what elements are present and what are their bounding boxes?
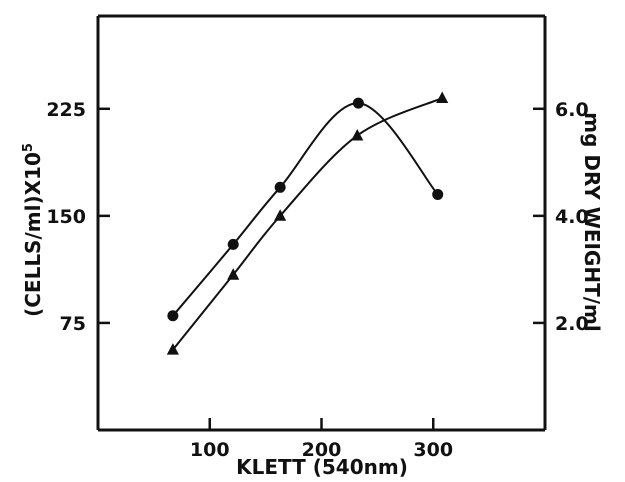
series-0-point-3 — [352, 97, 364, 109]
series-1-point-1 — [227, 268, 240, 280]
series-0-point-4 — [432, 188, 444, 200]
y-axis-title-exponent: 5 — [21, 143, 36, 152]
y-tick-label-0: 75 — [60, 313, 86, 335]
series-1-point-4 — [436, 91, 449, 104]
y2-axis-title: mg DRY WEIGHT/ml — [580, 112, 604, 331]
series-1-point-0 — [166, 343, 179, 355]
series-0-point-1 — [227, 238, 239, 250]
y-tick-label-2: 225 — [46, 99, 86, 121]
series-0-line — [172, 102, 439, 317]
series-0-point-0 — [167, 310, 179, 322]
series-0-point-2 — [274, 181, 286, 193]
y-tick-label-1: 150 — [46, 206, 86, 228]
series-markers — [166, 91, 449, 355]
y2-tick-label-1: 4.0 — [555, 206, 589, 228]
y-axis-title: (CELLS/ml)X105 — [21, 143, 45, 317]
y2-tick-label-2: 6.0 — [555, 99, 589, 121]
x-axis-title: KLETT (540nm) — [236, 455, 408, 479]
axis-ticks — [98, 107, 545, 430]
series-1-point-3 — [351, 128, 364, 141]
series-1-point-2 — [274, 209, 287, 221]
x-tick-label-0: 100 — [190, 439, 230, 461]
tick-labels: 100 200 300 75 150 225 2.0 4.0 6.0 — [46, 99, 588, 461]
x-tick-label-2: 300 — [413, 439, 453, 461]
y2-tick-label-0: 2.0 — [555, 313, 589, 335]
x-tick-label-1: 200 — [302, 439, 342, 461]
y-axis-title-base: (CELLS/ml)X10 — [21, 152, 45, 317]
